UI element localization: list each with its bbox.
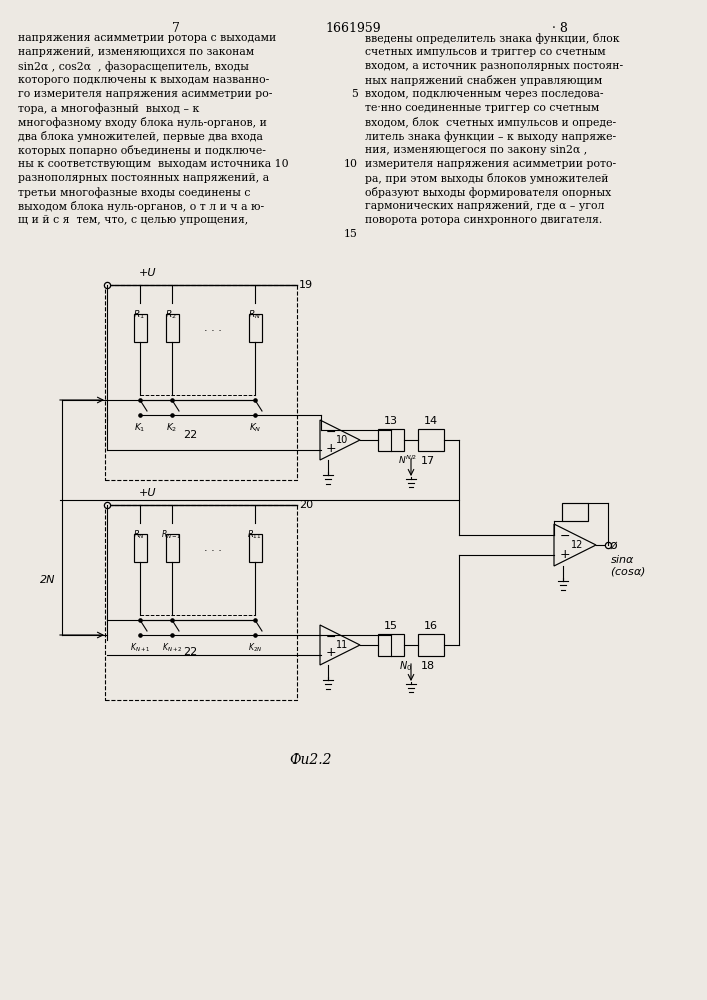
Text: $R_1$: $R_1$ <box>133 309 145 321</box>
Text: 15: 15 <box>344 229 358 239</box>
Text: многофазному входу блока нуль-органов, и: многофазному входу блока нуль-органов, и <box>18 117 267 128</box>
Text: 13: 13 <box>384 416 398 426</box>
Text: $R_N$: $R_N$ <box>247 309 260 321</box>
Text: гармонических напряжений, где α – угол: гармонических напряжений, где α – угол <box>365 201 604 211</box>
Text: которого подключены к выходам названно-: которого подключены к выходам названно- <box>18 75 269 85</box>
Text: ния, изменяющегося по закону sin2α ,: ния, изменяющегося по закону sin2α , <box>365 145 588 155</box>
Text: которых попарно объединены и подключе-: которых попарно объединены и подключе- <box>18 145 266 156</box>
Text: тора, а многофазный  выход – к: тора, а многофазный выход – к <box>18 103 199 114</box>
Text: третьи многофазные входы соединены с: третьи многофазные входы соединены с <box>18 187 250 198</box>
Text: $K_{2N}$: $K_{2N}$ <box>248 642 262 654</box>
Bar <box>134 314 146 342</box>
Text: Фu2.2: Фu2.2 <box>288 753 332 767</box>
Text: +U: +U <box>139 268 157 278</box>
Text: 14: 14 <box>424 416 438 426</box>
Text: 18: 18 <box>421 661 435 671</box>
Text: ра, при этом выходы блоков умножителей: ра, при этом выходы блоков умножителей <box>365 173 609 184</box>
Bar <box>248 534 262 562</box>
Text: 20: 20 <box>299 500 313 510</box>
Text: . . .: . . . <box>204 543 222 553</box>
Text: 15: 15 <box>384 621 398 631</box>
Text: $K_2$: $K_2$ <box>166 422 177 434</box>
Text: 7: 7 <box>172 22 180 35</box>
Text: ных напряжений снабжен управляющим: ных напряжений снабжен управляющим <box>365 75 602 86</box>
Text: sin$\alpha$: sin$\alpha$ <box>610 553 635 565</box>
Text: sin2α , cos2α  , фазорасщепитель, входы: sin2α , cos2α , фазорасщепитель, входы <box>18 61 249 72</box>
Text: 22: 22 <box>183 647 197 657</box>
Bar <box>105 505 297 700</box>
Text: · 8: · 8 <box>552 22 568 35</box>
Text: $K_1$: $K_1$ <box>134 422 146 434</box>
Text: два блока умножителей, первые два входа: два блока умножителей, первые два входа <box>18 131 263 142</box>
Text: $K_{N+1}$: $K_{N+1}$ <box>130 642 150 654</box>
Text: 12: 12 <box>571 540 583 550</box>
Text: +: + <box>560 548 571 560</box>
Bar <box>562 503 588 521</box>
Text: 17: 17 <box>421 456 435 466</box>
Text: $K_{N+2}$: $K_{N+2}$ <box>162 642 182 654</box>
Text: 11: 11 <box>336 640 348 650</box>
Text: литель знака функции – к выходу напряже-: литель знака функции – к выходу напряже- <box>365 131 616 142</box>
Bar <box>378 634 404 656</box>
Text: 5: 5 <box>351 89 358 99</box>
Text: $R_2$: $R_2$ <box>165 309 177 321</box>
Text: $R_{N-1}$: $R_{N-1}$ <box>160 529 182 541</box>
Polygon shape <box>554 524 596 566</box>
Bar <box>165 314 178 342</box>
Text: −: − <box>326 426 337 438</box>
Polygon shape <box>320 420 360 460</box>
Text: измерителя напряжения асимметрии рото-: измерителя напряжения асимметрии рото- <box>365 159 616 169</box>
Bar <box>418 634 444 656</box>
Bar <box>105 285 297 480</box>
Text: го измерителя напряжения асимметрии ро-: го измерителя напряжения асимметрии ро- <box>18 89 272 99</box>
Text: счетных импульсов и триггер со счетным: счетных импульсов и триггер со счетным <box>365 47 606 57</box>
Text: ø: ø <box>610 538 618 552</box>
Text: разнополярных постоянных напряжений, а: разнополярных постоянных напряжений, а <box>18 173 269 183</box>
Text: поворота ротора синхронного двигателя.: поворота ротора синхронного двигателя. <box>365 215 602 225</box>
Text: $R_N$: $R_N$ <box>133 529 145 541</box>
Text: ны к соответствующим  выходам источника 10: ны к соответствующим выходам источника 1… <box>18 159 288 169</box>
Text: $N^{N/2}$: $N^{N/2}$ <box>398 454 418 466</box>
Text: $N_0$: $N_0$ <box>399 659 413 673</box>
Text: 2N: 2N <box>40 575 55 585</box>
Bar <box>248 314 262 342</box>
Bar <box>165 534 178 562</box>
Text: 1661959: 1661959 <box>325 22 381 35</box>
Text: щ и й с я  тем, что, с целью упрощения,: щ и й с я тем, что, с целью упрощения, <box>18 215 248 225</box>
Text: (cos$\alpha$): (cos$\alpha$) <box>610 566 645 578</box>
Text: 16: 16 <box>424 621 438 631</box>
Text: введены определитель знака функции, блок: введены определитель знака функции, блок <box>365 33 619 44</box>
Bar <box>134 534 146 562</box>
Text: . . .: . . . <box>204 323 222 333</box>
Text: 19: 19 <box>299 280 313 290</box>
Text: выходом блока нуль-органов, о т л и ч а ю-: выходом блока нуль-органов, о т л и ч а … <box>18 201 264 212</box>
Text: −: − <box>326 631 337 644</box>
Text: 22: 22 <box>183 430 197 440</box>
Bar <box>418 429 444 451</box>
Text: напряжений, изменяющихся по законам: напряжений, изменяющихся по законам <box>18 47 254 57</box>
Bar <box>378 429 404 451</box>
Text: $R_{11}$: $R_{11}$ <box>247 529 262 541</box>
Text: напряжения асимметрии ротора с выходами: напряжения асимметрии ротора с выходами <box>18 33 276 43</box>
Text: 10: 10 <box>336 435 348 445</box>
Text: 10: 10 <box>344 159 358 169</box>
Text: −: − <box>560 530 571 542</box>
Text: образуют выходы формирователя опорных: образуют выходы формирователя опорных <box>365 187 612 198</box>
Text: те·нно соединенные триггер со счетным: те·нно соединенные триггер со счетным <box>365 103 600 113</box>
Text: входом, а источник разнополярных постоян-: входом, а источник разнополярных постоян… <box>365 61 623 71</box>
Text: входом, подключенным через последова-: входом, подключенным через последова- <box>365 89 604 99</box>
Text: +: + <box>326 442 337 454</box>
Polygon shape <box>320 625 360 665</box>
Text: +: + <box>326 647 337 660</box>
Text: $K_N$: $K_N$ <box>249 422 262 434</box>
Text: +U: +U <box>139 488 157 498</box>
Text: входом, блок  счетных импульсов и опреде-: входом, блок счетных импульсов и опреде- <box>365 117 616 128</box>
